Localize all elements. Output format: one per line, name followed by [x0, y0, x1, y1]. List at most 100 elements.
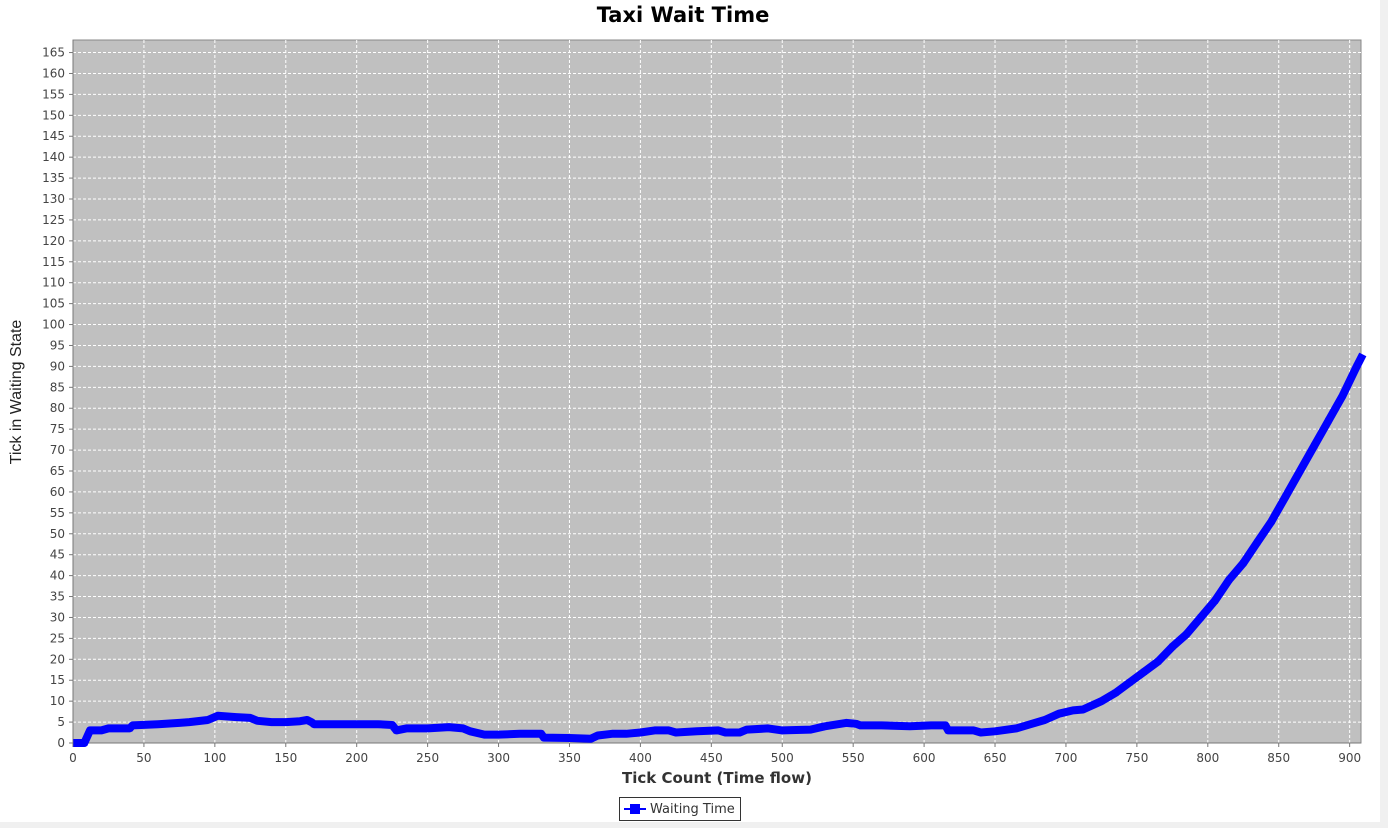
data-point [715, 727, 722, 734]
data-point [736, 729, 743, 736]
data-point [538, 730, 545, 737]
y-tick-label: 35 [50, 590, 65, 604]
data-point [445, 724, 452, 731]
y-tick-label: 120 [42, 234, 65, 248]
data-point [155, 721, 162, 728]
data-point [1183, 631, 1190, 638]
data-point [587, 735, 594, 742]
x-tick-label: 550 [842, 751, 865, 765]
y-tick-label: 70 [50, 443, 65, 457]
data-point [970, 727, 977, 734]
data-point [1240, 560, 1247, 567]
chart-title: Taxi Wait Time [596, 3, 770, 27]
data-point [821, 723, 828, 730]
data-point [304, 716, 311, 723]
x-tick-label: 200 [345, 751, 368, 765]
data-point [594, 732, 601, 739]
data-point [853, 720, 860, 727]
data-point [665, 727, 672, 734]
data-point [247, 714, 254, 721]
x-tick-label: 700 [1054, 751, 1077, 765]
x-tick-label: 750 [1125, 751, 1148, 765]
data-point [204, 716, 211, 723]
x-tick-label: 350 [558, 751, 581, 765]
data-point [945, 727, 952, 734]
y-tick-label: 130 [42, 192, 65, 206]
data-point [1169, 643, 1176, 650]
y-tick-label: 100 [42, 318, 65, 332]
data-point [1098, 698, 1105, 705]
y-tick-label: 155 [42, 87, 65, 101]
data-point [651, 727, 658, 734]
y-tick-label: 65 [50, 464, 65, 478]
x-tick-label: 250 [416, 751, 439, 765]
legend: Waiting Time [619, 797, 741, 821]
data-point [765, 725, 772, 732]
data-point [296, 718, 303, 725]
data-point [857, 722, 864, 729]
data-point [566, 734, 573, 741]
data-point [878, 722, 885, 729]
y-tick-label: 0 [57, 736, 65, 750]
y-tick-label: 160 [42, 66, 65, 80]
data-point [779, 727, 786, 734]
data-point [374, 721, 381, 728]
data-point [609, 730, 616, 737]
y-tick-label: 40 [50, 569, 65, 583]
data-point [87, 727, 94, 734]
x-tick-label: 500 [771, 751, 794, 765]
data-point [481, 731, 488, 738]
data-point [722, 729, 729, 736]
data-point [906, 723, 913, 730]
y-tick-label: 115 [42, 255, 65, 269]
data-point [1079, 706, 1086, 713]
data-point [332, 721, 339, 728]
x-tick-label: 850 [1267, 751, 1290, 765]
data-point [105, 725, 112, 732]
data-point [311, 721, 318, 728]
y-tick-label: 80 [50, 401, 65, 415]
data-point [1358, 355, 1364, 362]
y-tick-label: 135 [42, 171, 65, 185]
data-point [843, 719, 850, 726]
y-axis-label: Tick in Waiting State [8, 319, 25, 465]
data-point [1197, 614, 1204, 621]
data-point [353, 721, 360, 728]
legend-series-marker [624, 803, 646, 815]
x-tick-label: 900 [1338, 751, 1361, 765]
data-point [1055, 710, 1062, 717]
y-tick-label: 50 [50, 527, 65, 541]
data-point [1268, 518, 1275, 525]
data-point [467, 728, 474, 735]
plot-area [72, 39, 1362, 744]
data-point [254, 717, 261, 724]
data-point [176, 719, 183, 726]
y-tick-label: 10 [50, 694, 65, 708]
data-point [1353, 363, 1360, 370]
data-point [1311, 442, 1318, 449]
data-point [694, 728, 701, 735]
y-tick-label: 25 [50, 631, 65, 645]
data-point [74, 740, 81, 746]
data-point [233, 714, 240, 721]
data-point [1126, 679, 1133, 686]
y-tick-label: 145 [42, 129, 65, 143]
data-point [1297, 468, 1304, 475]
data-point [1226, 576, 1233, 583]
x-tick-label: 300 [487, 751, 510, 765]
y-tick-label: 110 [42, 276, 65, 290]
y-tick-label: 60 [50, 485, 65, 499]
data-point [1140, 668, 1147, 675]
data-point [186, 719, 193, 726]
data-point [743, 726, 750, 733]
data-point [1339, 392, 1346, 399]
data-point [1282, 493, 1289, 500]
data-point [389, 722, 396, 729]
data-point [98, 727, 105, 734]
data-point [977, 729, 984, 736]
data-point [1211, 597, 1218, 604]
x-tick-label: 150 [274, 751, 297, 765]
x-tick-label: 650 [984, 751, 1007, 765]
